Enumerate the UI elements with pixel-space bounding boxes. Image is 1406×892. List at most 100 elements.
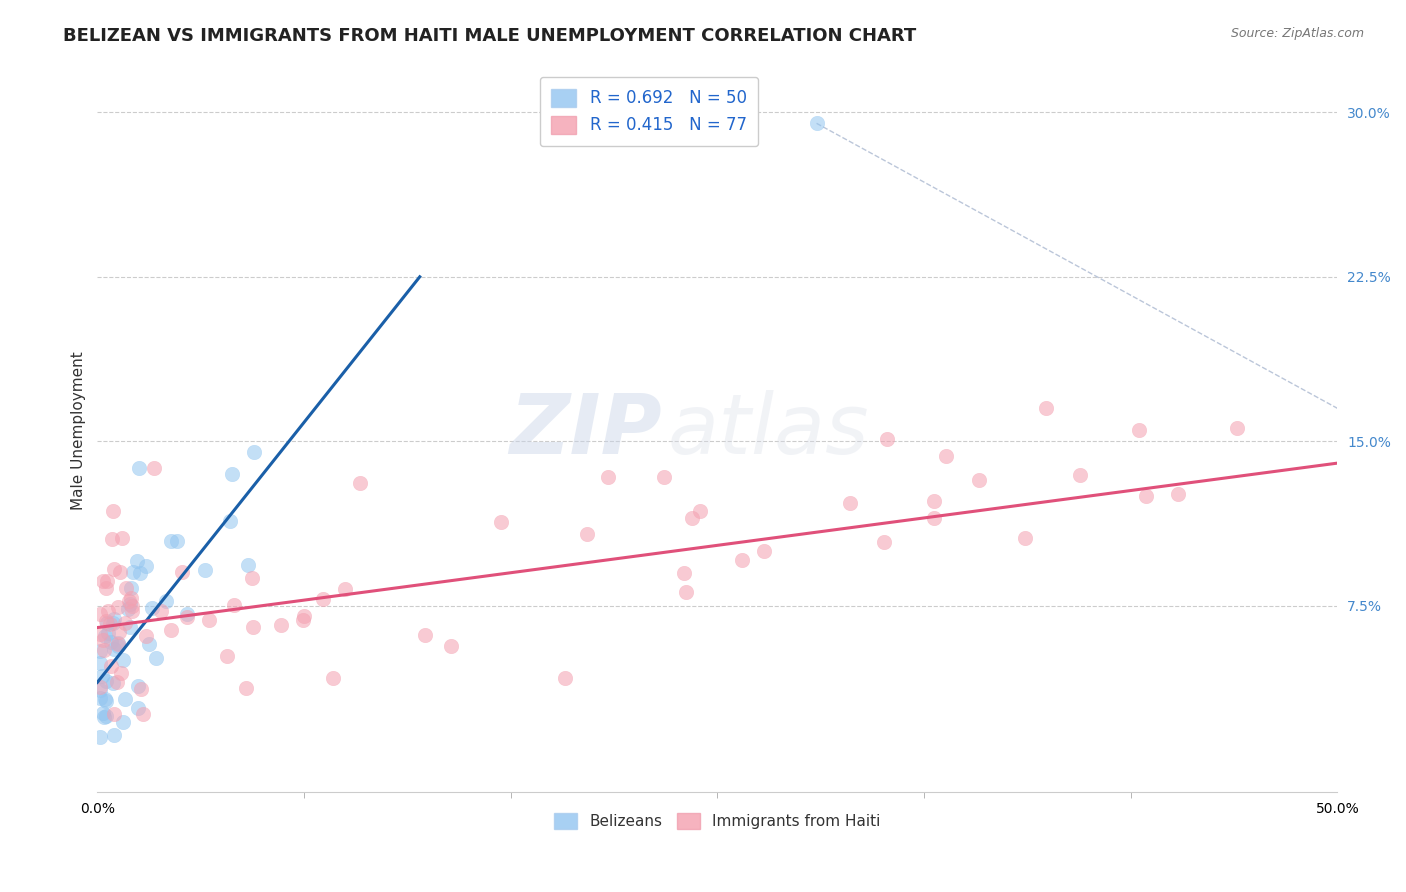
Point <box>94 581 117 595</box>
Point <box>112 715 135 730</box>
Point <box>576 526 599 541</box>
Point <box>103 728 125 742</box>
Point <box>752 544 775 558</box>
Point <box>413 628 436 642</box>
Point <box>105 674 128 689</box>
Point <box>145 651 167 665</box>
Point <box>876 433 898 447</box>
Point <box>100 658 122 673</box>
Point <box>118 593 141 607</box>
Point <box>1014 531 1036 545</box>
Point <box>1035 401 1057 416</box>
Point <box>94 692 117 706</box>
Point <box>89 730 111 744</box>
Point <box>166 533 188 548</box>
Point <box>89 607 111 622</box>
Point <box>155 594 177 608</box>
Point <box>806 116 828 130</box>
Point <box>89 690 111 705</box>
Point <box>118 597 141 611</box>
Point <box>121 599 143 614</box>
Point <box>107 600 129 615</box>
Point <box>150 604 173 618</box>
Point <box>115 581 138 595</box>
Point <box>138 637 160 651</box>
Point <box>322 671 344 685</box>
Text: Source: ZipAtlas.com: Source: ZipAtlas.com <box>1230 27 1364 40</box>
Point <box>96 574 118 588</box>
Point <box>242 620 264 634</box>
Point <box>103 706 125 721</box>
Point <box>91 574 114 588</box>
Point <box>1166 487 1188 501</box>
Point <box>96 616 118 631</box>
Point <box>335 582 357 596</box>
Point <box>91 632 114 647</box>
Point <box>440 640 463 654</box>
Point <box>242 445 264 459</box>
Point <box>89 656 111 670</box>
Point <box>924 511 946 525</box>
Point <box>107 636 129 650</box>
Point <box>292 609 315 624</box>
Point <box>873 535 896 549</box>
Point <box>128 461 150 475</box>
Point <box>160 533 183 548</box>
Point <box>120 581 142 595</box>
Point <box>108 625 131 640</box>
Point <box>170 565 193 579</box>
Point <box>1128 423 1150 437</box>
Point <box>1225 421 1247 435</box>
Point <box>1135 489 1157 503</box>
Point <box>117 601 139 615</box>
Point <box>491 515 513 529</box>
Point <box>101 615 124 630</box>
Point <box>94 709 117 723</box>
Point <box>270 618 292 632</box>
Point <box>101 676 124 690</box>
Point <box>967 473 990 487</box>
Point <box>111 653 134 667</box>
Point <box>312 591 335 606</box>
Point <box>839 496 862 510</box>
Point <box>94 615 117 629</box>
Point <box>142 461 165 475</box>
Point <box>91 706 114 721</box>
Point <box>221 467 243 481</box>
Point <box>935 449 957 463</box>
Point <box>110 565 132 579</box>
Point <box>135 629 157 643</box>
Point <box>110 665 132 680</box>
Point <box>681 510 703 524</box>
Point <box>127 701 149 715</box>
Point <box>215 648 238 663</box>
Point <box>127 679 149 693</box>
Point <box>675 585 697 599</box>
Point <box>198 613 221 627</box>
Point <box>654 470 676 484</box>
Point <box>103 612 125 626</box>
Legend: Belizeans, Immigrants from Haiti: Belizeans, Immigrants from Haiti <box>548 806 887 835</box>
Point <box>103 642 125 657</box>
Point <box>97 603 120 617</box>
Point <box>176 610 198 624</box>
Point <box>94 629 117 643</box>
Point <box>107 639 129 653</box>
Point <box>598 469 620 483</box>
Point <box>141 600 163 615</box>
Point <box>128 566 150 581</box>
Point <box>235 681 257 695</box>
Point <box>730 553 752 567</box>
Point <box>672 566 695 581</box>
Point <box>121 604 143 618</box>
Point <box>97 625 120 640</box>
Point <box>349 476 371 491</box>
Point <box>554 671 576 685</box>
Point <box>127 554 149 568</box>
Point <box>111 531 134 545</box>
Point <box>236 558 259 572</box>
Point <box>922 494 945 508</box>
Point <box>120 619 142 633</box>
Point <box>132 706 155 721</box>
Point <box>222 598 245 612</box>
